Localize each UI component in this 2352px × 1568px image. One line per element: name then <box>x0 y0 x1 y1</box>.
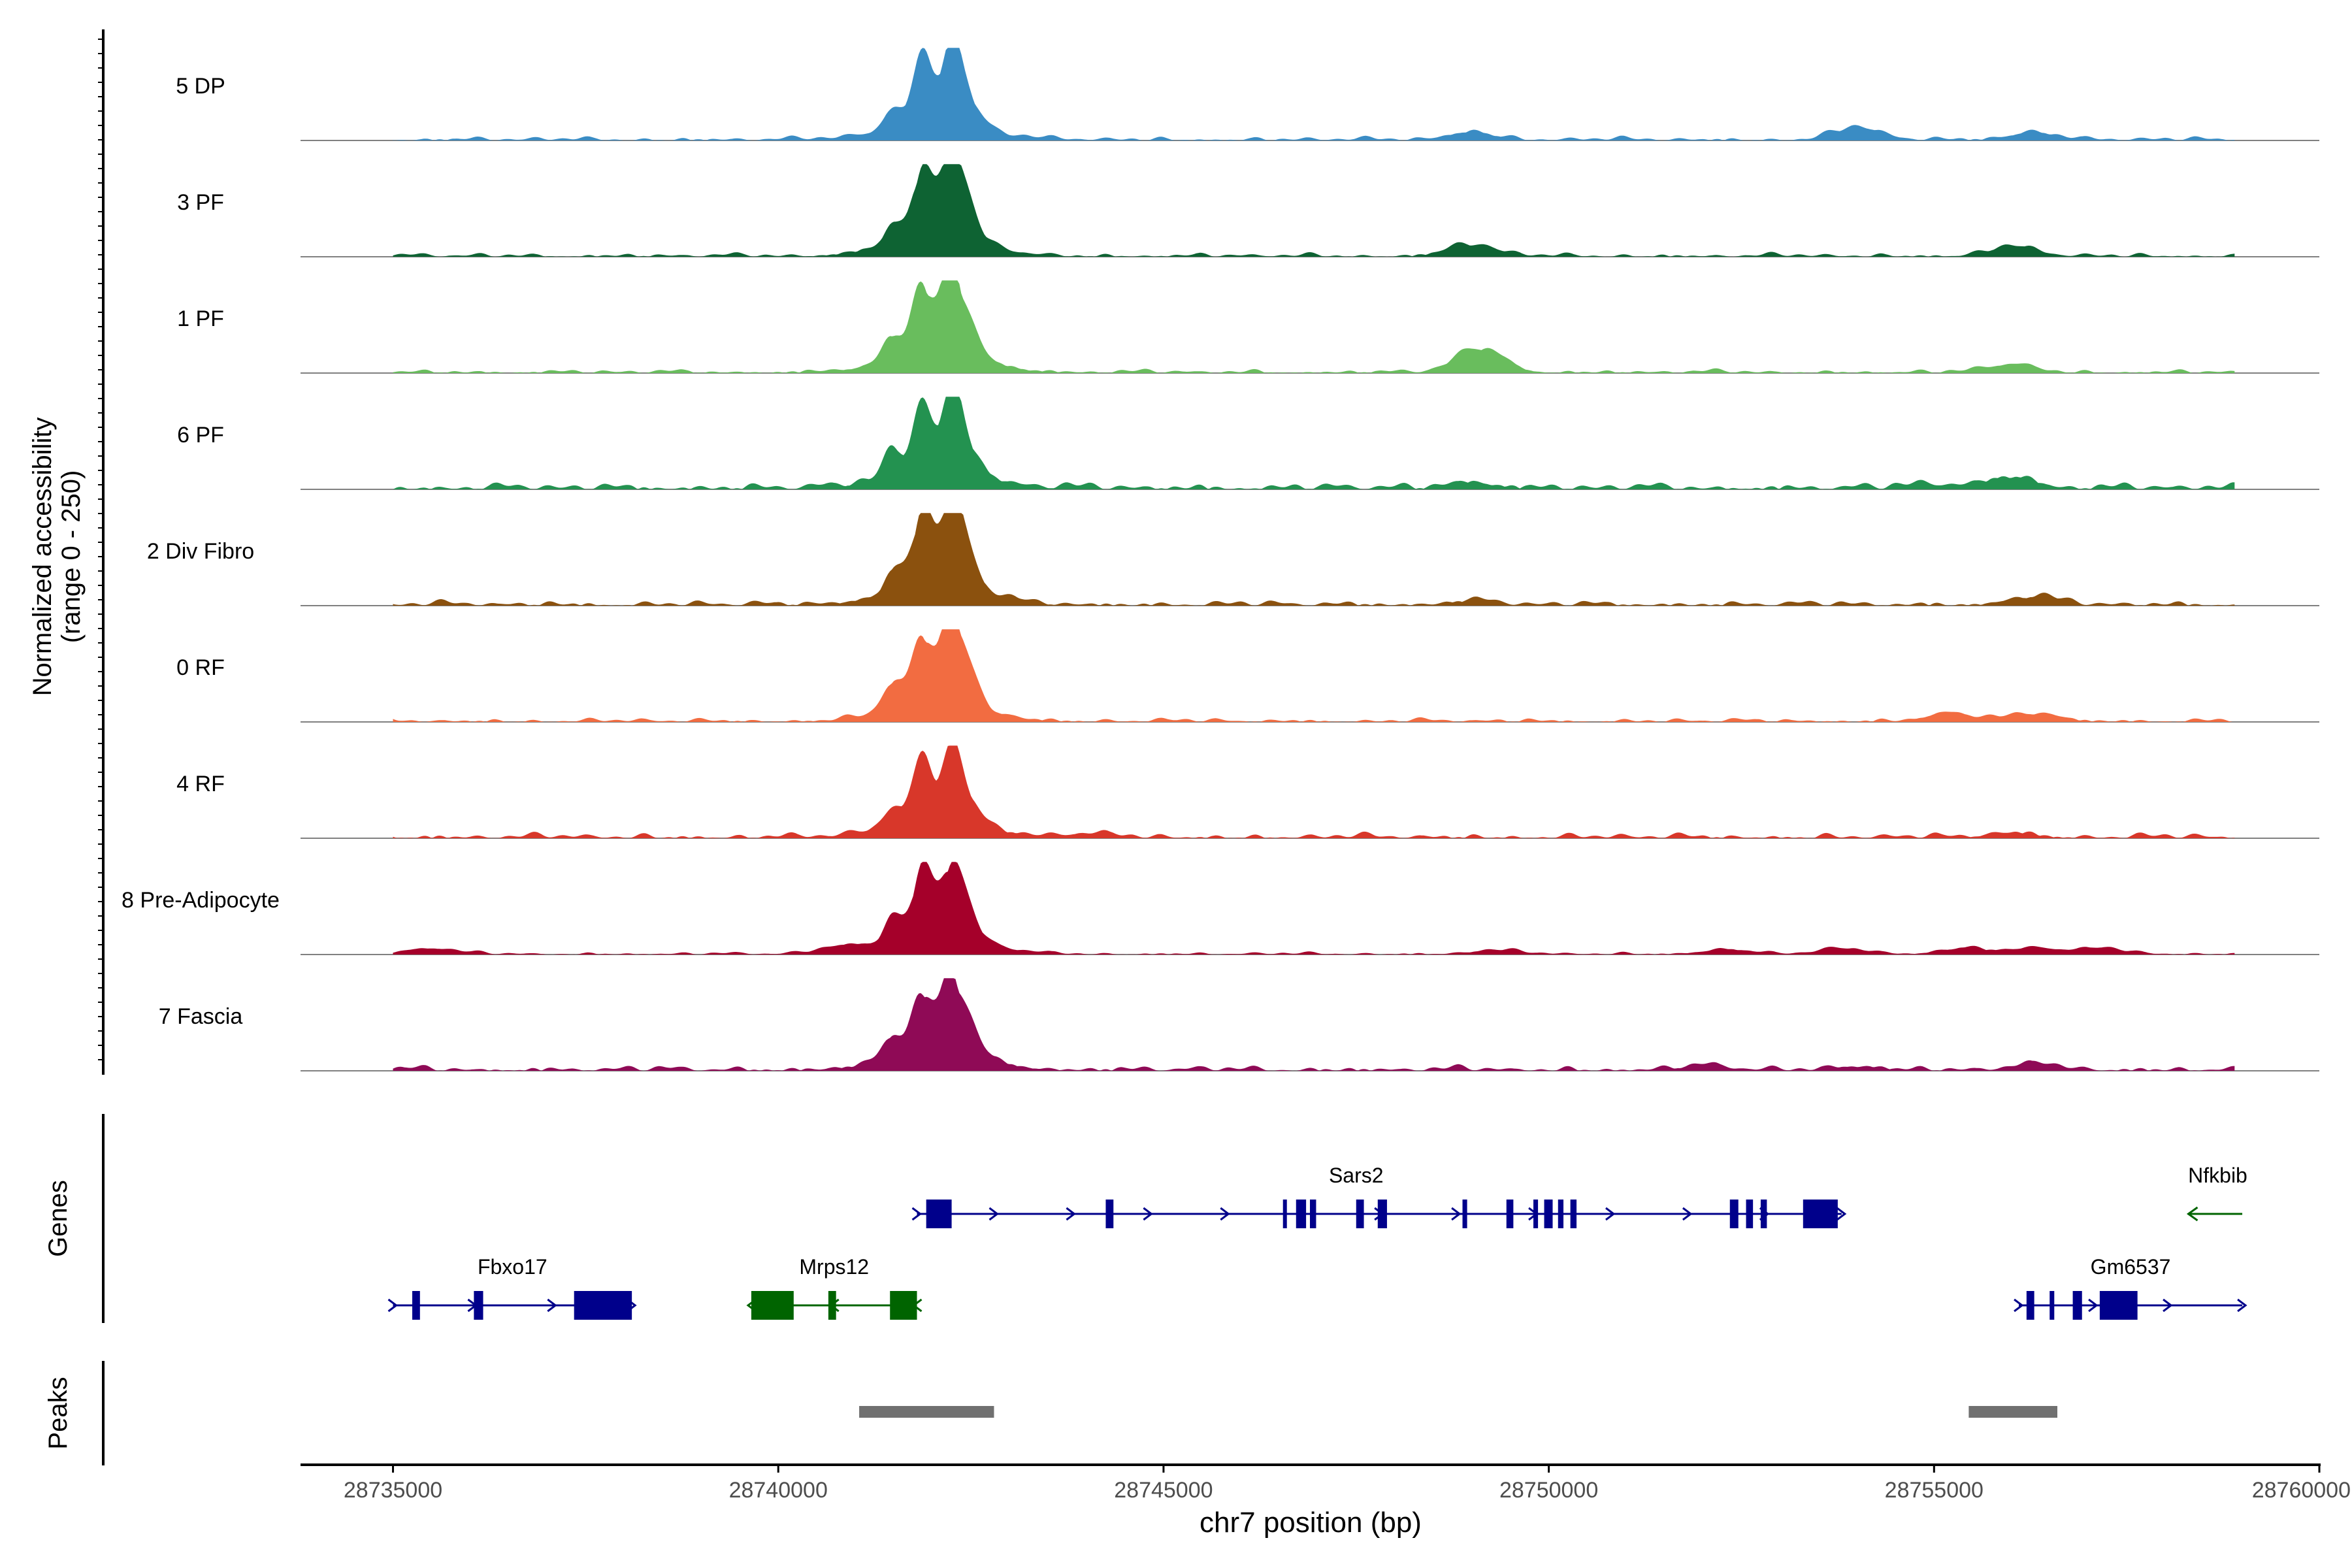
track-label: 7 Fascia <box>159 1004 243 1029</box>
coverage-area <box>393 862 2235 955</box>
gene-exon <box>1533 1200 1539 1228</box>
x-tick-label: 28735000 <box>344 1478 442 1503</box>
coverage-area <box>393 280 2235 373</box>
track-0-rf: 0 RF <box>176 629 2319 723</box>
gene-mrps12: Mrps12 <box>746 1255 923 1320</box>
gene-exon <box>1803 1200 1838 1228</box>
track-label: 4 RF <box>176 772 225 796</box>
gene-label: Nfkbib <box>2188 1164 2247 1187</box>
strand-chevron <box>547 1298 557 1313</box>
gene-exon <box>2072 1291 2082 1320</box>
genes-panel-title: Genes <box>44 1180 73 1257</box>
y-axis-ticks <box>98 39 103 1060</box>
x-axis-title: chr7 position (bp) <box>1200 1507 1422 1539</box>
gene-exon <box>1570 1200 1577 1228</box>
gene-nfkbib: Nfkbib <box>2186 1164 2247 1222</box>
peaks-panel <box>859 1406 2058 1418</box>
gene-exon <box>1558 1200 1564 1228</box>
y-axis-title-line1: Normalized accessibility <box>28 417 57 696</box>
strand-chevron <box>2014 1298 2024 1313</box>
gene-exon <box>2050 1291 2055 1320</box>
coverage-tracks: 5 DP 3 PF 1 PF 6 PF 2 Div Fibro 0 RF 4 RF 8 Pre… <box>122 48 2319 1071</box>
strand-chevron <box>911 1207 923 1221</box>
gene-exon <box>1296 1200 1307 1228</box>
gene-exon <box>1377 1200 1387 1228</box>
track-2-div-fibro: 2 Div Fibro <box>147 513 2319 606</box>
track-1-pf: 1 PF <box>177 280 2319 374</box>
gene-exon <box>828 1291 836 1320</box>
coverage-area <box>393 978 2235 1071</box>
peak-region <box>1968 1406 2058 1418</box>
gene-exon <box>1282 1200 1287 1228</box>
track-3-pf: 3 PF <box>177 164 2319 257</box>
strand-chevron <box>1143 1207 1153 1221</box>
genes-panel: Sars2 Nfkbib Fbxo17 Mrps12 Gm6537 <box>387 1164 2247 1320</box>
x-tick-label: 28740000 <box>729 1478 828 1503</box>
strand-chevron <box>2163 1298 2173 1313</box>
gene-exon <box>474 1291 483 1320</box>
coverage-area <box>393 745 2235 838</box>
gene-label: Mrps12 <box>799 1255 869 1279</box>
gene-exon <box>2026 1291 2034 1320</box>
gene-exon <box>2099 1291 2138 1320</box>
track-label: 0 RF <box>176 655 225 680</box>
coverage-area <box>393 48 2235 140</box>
gene-exon <box>926 1200 952 1228</box>
gene-exon <box>1105 1200 1114 1228</box>
strand-chevron <box>1220 1207 1230 1221</box>
gene-exon <box>1729 1200 1739 1228</box>
strand-chevron <box>1066 1207 1076 1221</box>
strand-arrow <box>2186 1206 2198 1222</box>
strand-chevron <box>1836 1207 1847 1221</box>
gene-exon <box>1746 1200 1754 1228</box>
gene-exon <box>751 1291 794 1320</box>
strand-chevron <box>2237 1298 2247 1313</box>
strand-chevron <box>387 1298 399 1313</box>
gene-label: Fbxo17 <box>478 1255 547 1279</box>
strand-chevron <box>1605 1207 1616 1221</box>
gene-exon <box>412 1291 420 1320</box>
peak-region <box>859 1406 994 1418</box>
track-4-rf: 4 RF <box>176 745 2319 839</box>
gene-exon <box>1356 1200 1364 1228</box>
gene-exon <box>574 1291 632 1320</box>
coverage-area <box>393 629 2235 722</box>
gene-exon <box>890 1291 917 1320</box>
gene-fbxo17: Fbxo17 <box>387 1255 637 1320</box>
track-5-dp: 5 DP <box>176 48 2319 141</box>
track-label: 6 PF <box>177 423 224 448</box>
coverage-area <box>393 513 2235 606</box>
track-6-pf: 6 PF <box>177 397 2319 490</box>
peaks-panel-title: Peaks <box>44 1377 73 1449</box>
y-axis-title-line2: (range 0 - 250) <box>57 470 86 644</box>
coverage-area <box>393 397 2235 489</box>
gene-exon <box>1506 1200 1514 1228</box>
gene-exon <box>1462 1200 1467 1228</box>
gene-gm6537: Gm6537 <box>2014 1255 2247 1320</box>
gene-label: Sars2 <box>1329 1164 1384 1187</box>
track-7-fascia: 7 Fascia <box>159 978 2319 1071</box>
strand-chevron <box>988 1207 999 1221</box>
track-label: 8 Pre-Adipocyte <box>122 888 280 913</box>
track-label: 5 DP <box>176 74 225 99</box>
x-tick-label: 28755000 <box>1885 1478 1984 1503</box>
strand-chevron <box>1451 1207 1462 1221</box>
gene-exon <box>1544 1200 1553 1228</box>
x-tick-label: 28750000 <box>1499 1478 1598 1503</box>
track-label: 3 PF <box>177 190 224 215</box>
x-axis: 28735000 28740000 28745000 28750000 28755000… <box>301 1463 2351 1503</box>
gene-sars2: Sars2 <box>911 1164 1847 1228</box>
strand-chevron <box>2088 1298 2099 1313</box>
gene-label: Gm6537 <box>2091 1255 2171 1279</box>
coverage-area <box>393 164 2235 257</box>
strand-chevron <box>1682 1207 1693 1221</box>
gene-exon <box>1760 1200 1767 1228</box>
gene-exon <box>1310 1200 1316 1228</box>
track-label: 1 PF <box>177 306 224 331</box>
x-tick-label: 28745000 <box>1114 1478 1213 1503</box>
track-8-pre-adipocyte: 8 Pre-Adipocyte <box>122 862 2319 955</box>
track-label: 2 Div Fibro <box>147 539 254 564</box>
x-tick-label: 28760000 <box>2252 1478 2351 1503</box>
